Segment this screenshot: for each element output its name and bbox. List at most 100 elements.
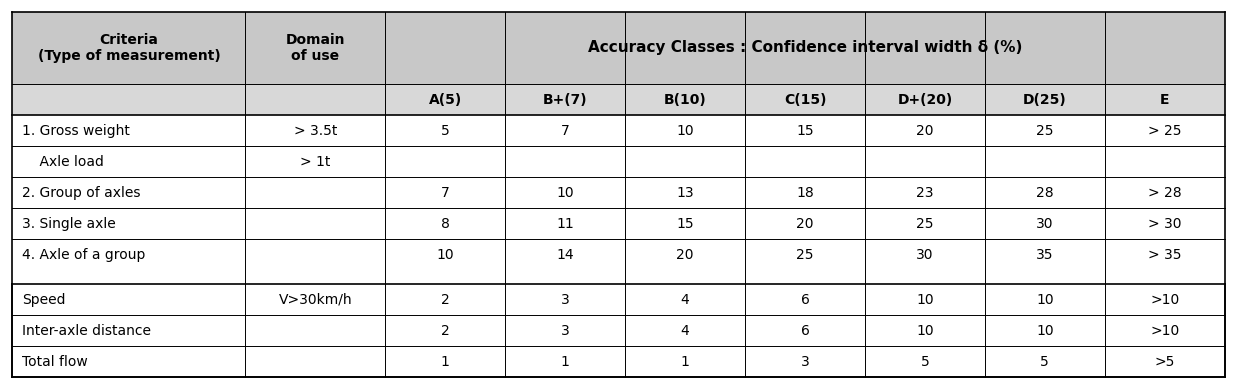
- Bar: [12, 239, 245, 270]
- Bar: [1105, 146, 1225, 177]
- Bar: [386, 115, 505, 146]
- Bar: [245, 12, 386, 84]
- Text: 5: 5: [440, 124, 450, 138]
- Text: > 25: > 25: [1148, 124, 1181, 138]
- Text: 2: 2: [440, 324, 450, 338]
- Bar: [745, 284, 865, 315]
- Text: 15: 15: [797, 124, 814, 138]
- Text: 28: 28: [1035, 186, 1054, 200]
- Text: 15: 15: [677, 217, 694, 231]
- Bar: [1105, 208, 1225, 239]
- Text: 25: 25: [917, 217, 934, 231]
- Text: 1: 1: [560, 355, 570, 369]
- Text: 6: 6: [800, 293, 809, 307]
- Text: 4: 4: [680, 293, 689, 307]
- Text: Domain
of use: Domain of use: [286, 33, 345, 63]
- Text: 20: 20: [677, 248, 694, 262]
- Bar: [505, 284, 625, 315]
- Bar: [386, 12, 1225, 84]
- Bar: [625, 284, 745, 315]
- Bar: [505, 239, 625, 270]
- Bar: [625, 84, 745, 115]
- Text: Axle load: Axle load: [22, 155, 104, 169]
- Bar: [625, 315, 745, 346]
- Bar: [1105, 315, 1225, 346]
- Bar: [1105, 115, 1225, 146]
- Text: > 30: > 30: [1148, 217, 1181, 231]
- Bar: [386, 208, 505, 239]
- Text: 7: 7: [440, 186, 450, 200]
- Bar: [386, 239, 505, 270]
- Bar: [245, 146, 386, 177]
- Bar: [865, 346, 985, 377]
- Text: 30: 30: [1037, 217, 1054, 231]
- Text: V>30km/h: V>30km/h: [278, 293, 353, 307]
- Text: Criteria
(Type of measurement): Criteria (Type of measurement): [37, 33, 220, 63]
- Text: B+(7): B+(7): [543, 93, 588, 107]
- Bar: [625, 239, 745, 270]
- Text: 35: 35: [1037, 248, 1054, 262]
- Text: 23: 23: [917, 186, 934, 200]
- Bar: [12, 12, 245, 84]
- Text: 20: 20: [917, 124, 934, 138]
- Text: 10: 10: [1035, 324, 1054, 338]
- Text: 10: 10: [917, 324, 934, 338]
- Bar: [12, 146, 245, 177]
- Text: 7: 7: [560, 124, 569, 138]
- Bar: [985, 115, 1105, 146]
- Bar: [12, 208, 245, 239]
- Bar: [985, 239, 1105, 270]
- Text: 14: 14: [557, 248, 574, 262]
- Text: 10: 10: [437, 248, 454, 262]
- Bar: [505, 346, 625, 377]
- Bar: [745, 146, 865, 177]
- Text: 4. Axle of a group: 4. Axle of a group: [22, 248, 146, 262]
- Text: 5: 5: [920, 355, 929, 369]
- Bar: [1105, 284, 1225, 315]
- Bar: [865, 315, 985, 346]
- Text: > 35: > 35: [1148, 248, 1181, 262]
- Bar: [745, 315, 865, 346]
- Text: >5: >5: [1154, 355, 1175, 369]
- Text: > 3.5t: > 3.5t: [293, 124, 338, 138]
- Text: B(10): B(10): [664, 93, 706, 107]
- Bar: [625, 177, 745, 208]
- Bar: [1105, 84, 1225, 115]
- Text: Total flow: Total flow: [22, 355, 88, 369]
- Bar: [505, 115, 625, 146]
- Bar: [386, 315, 505, 346]
- Text: Speed: Speed: [22, 293, 66, 307]
- Bar: [245, 239, 386, 270]
- Bar: [505, 177, 625, 208]
- Text: 10: 10: [1035, 293, 1054, 307]
- Bar: [865, 84, 985, 115]
- Text: 10: 10: [917, 293, 934, 307]
- Text: 5: 5: [1040, 355, 1049, 369]
- Bar: [865, 115, 985, 146]
- Bar: [985, 146, 1105, 177]
- Bar: [386, 146, 505, 177]
- Bar: [865, 177, 985, 208]
- Text: E: E: [1160, 93, 1169, 107]
- Text: 4: 4: [680, 324, 689, 338]
- Text: C(15): C(15): [784, 93, 826, 107]
- Bar: [985, 315, 1105, 346]
- Bar: [625, 115, 745, 146]
- Bar: [745, 208, 865, 239]
- Bar: [386, 177, 505, 208]
- Text: Inter-axle distance: Inter-axle distance: [22, 324, 151, 338]
- Text: 8: 8: [440, 217, 450, 231]
- Bar: [745, 84, 865, 115]
- Text: 3: 3: [560, 324, 569, 338]
- Text: 3: 3: [800, 355, 809, 369]
- Text: Accuracy Classes : Confidence interval width δ (%): Accuracy Classes : Confidence interval w…: [588, 40, 1022, 55]
- Bar: [386, 346, 505, 377]
- Bar: [245, 177, 386, 208]
- Text: 2: 2: [440, 293, 450, 307]
- Bar: [745, 346, 865, 377]
- Bar: [12, 115, 245, 146]
- Bar: [985, 177, 1105, 208]
- Bar: [865, 146, 985, 177]
- Bar: [625, 346, 745, 377]
- Text: 3: 3: [560, 293, 569, 307]
